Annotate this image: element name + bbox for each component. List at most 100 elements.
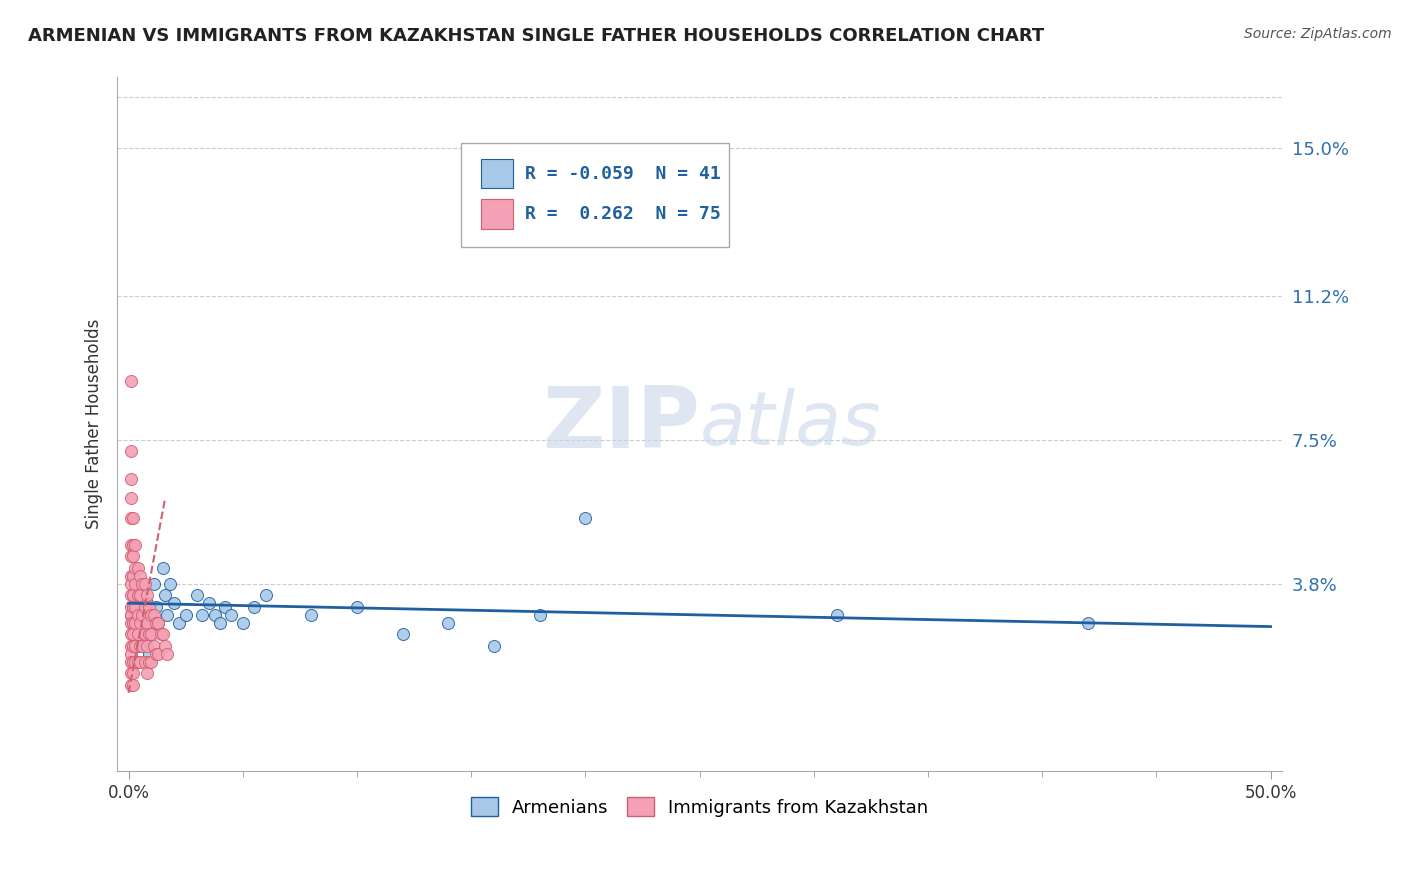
Point bbox=[299, 607, 322, 622]
Point bbox=[127, 627, 149, 641]
Point bbox=[135, 639, 157, 653]
Point bbox=[129, 589, 152, 603]
Point bbox=[124, 639, 146, 653]
Point bbox=[135, 596, 157, 610]
Y-axis label: Single Father Households: Single Father Households bbox=[86, 318, 103, 529]
Point bbox=[135, 615, 157, 630]
Text: atlas: atlas bbox=[700, 388, 882, 460]
Point bbox=[131, 639, 153, 653]
Point bbox=[122, 589, 145, 603]
Point bbox=[124, 576, 146, 591]
FancyBboxPatch shape bbox=[461, 144, 728, 247]
Point bbox=[124, 655, 146, 669]
Point bbox=[120, 538, 142, 552]
Point bbox=[120, 569, 142, 583]
Point bbox=[120, 655, 142, 669]
Point bbox=[120, 678, 142, 692]
Point bbox=[145, 600, 167, 615]
Point bbox=[122, 639, 145, 653]
Point bbox=[148, 615, 170, 630]
Point bbox=[190, 607, 212, 622]
Point bbox=[120, 600, 142, 615]
Point bbox=[127, 561, 149, 575]
Point bbox=[135, 666, 157, 681]
Point bbox=[134, 576, 156, 591]
Point bbox=[174, 607, 197, 622]
Point bbox=[129, 589, 152, 603]
Point bbox=[122, 569, 145, 583]
Point bbox=[120, 510, 142, 524]
Point bbox=[120, 589, 142, 603]
Point bbox=[167, 615, 190, 630]
Point bbox=[145, 647, 167, 661]
Point bbox=[142, 576, 165, 591]
Point bbox=[141, 607, 163, 622]
Point bbox=[197, 596, 219, 610]
Point bbox=[163, 596, 186, 610]
Point bbox=[122, 510, 145, 524]
Point bbox=[122, 600, 145, 615]
Point bbox=[122, 678, 145, 692]
Point bbox=[131, 607, 153, 622]
Point bbox=[254, 589, 277, 603]
Text: Source: ZipAtlas.com: Source: ZipAtlas.com bbox=[1244, 27, 1392, 41]
Point bbox=[153, 589, 176, 603]
Point bbox=[120, 666, 142, 681]
Point bbox=[135, 589, 157, 603]
Point bbox=[120, 627, 142, 641]
Point bbox=[120, 374, 142, 388]
Point bbox=[145, 615, 167, 630]
Point bbox=[122, 615, 145, 630]
Point bbox=[129, 639, 152, 653]
Point bbox=[120, 607, 142, 622]
Point bbox=[138, 627, 160, 641]
Point bbox=[122, 627, 145, 641]
Point bbox=[138, 647, 160, 661]
Point bbox=[152, 627, 174, 641]
Point bbox=[232, 615, 254, 630]
Text: R =  0.262  N = 75: R = 0.262 N = 75 bbox=[524, 205, 721, 223]
Point bbox=[141, 627, 163, 641]
Point bbox=[152, 561, 174, 575]
Point bbox=[129, 569, 152, 583]
Point bbox=[120, 647, 142, 661]
Point bbox=[243, 600, 266, 615]
Point bbox=[129, 655, 152, 669]
Point bbox=[208, 615, 231, 630]
Point bbox=[124, 600, 146, 615]
Bar bbox=[481, 160, 513, 188]
Point bbox=[149, 627, 172, 641]
Point bbox=[124, 561, 146, 575]
Point bbox=[214, 600, 236, 615]
Text: ZIP: ZIP bbox=[541, 383, 700, 466]
Point bbox=[122, 615, 145, 630]
Point bbox=[141, 627, 163, 641]
Point bbox=[120, 549, 142, 564]
Point bbox=[221, 607, 243, 622]
Point bbox=[120, 639, 142, 653]
Point bbox=[153, 639, 176, 653]
Point bbox=[129, 615, 152, 630]
Point bbox=[131, 576, 153, 591]
Point bbox=[120, 491, 142, 505]
Point bbox=[204, 607, 226, 622]
Point bbox=[346, 600, 368, 615]
Point bbox=[131, 607, 153, 622]
Legend: Armenians, Immigrants from Kazakhstan: Armenians, Immigrants from Kazakhstan bbox=[464, 790, 935, 824]
Point bbox=[141, 655, 163, 669]
Point bbox=[437, 615, 460, 630]
Point bbox=[129, 639, 152, 653]
Point bbox=[148, 647, 170, 661]
Point bbox=[159, 576, 181, 591]
Point bbox=[127, 627, 149, 641]
Point bbox=[156, 607, 179, 622]
Point bbox=[825, 607, 848, 622]
Point bbox=[391, 627, 413, 641]
Text: R = -0.059  N = 41: R = -0.059 N = 41 bbox=[524, 165, 721, 183]
Point bbox=[134, 600, 156, 615]
Point bbox=[148, 615, 170, 630]
Point bbox=[134, 627, 156, 641]
Point bbox=[127, 589, 149, 603]
Point bbox=[120, 576, 142, 591]
Point bbox=[120, 607, 142, 622]
